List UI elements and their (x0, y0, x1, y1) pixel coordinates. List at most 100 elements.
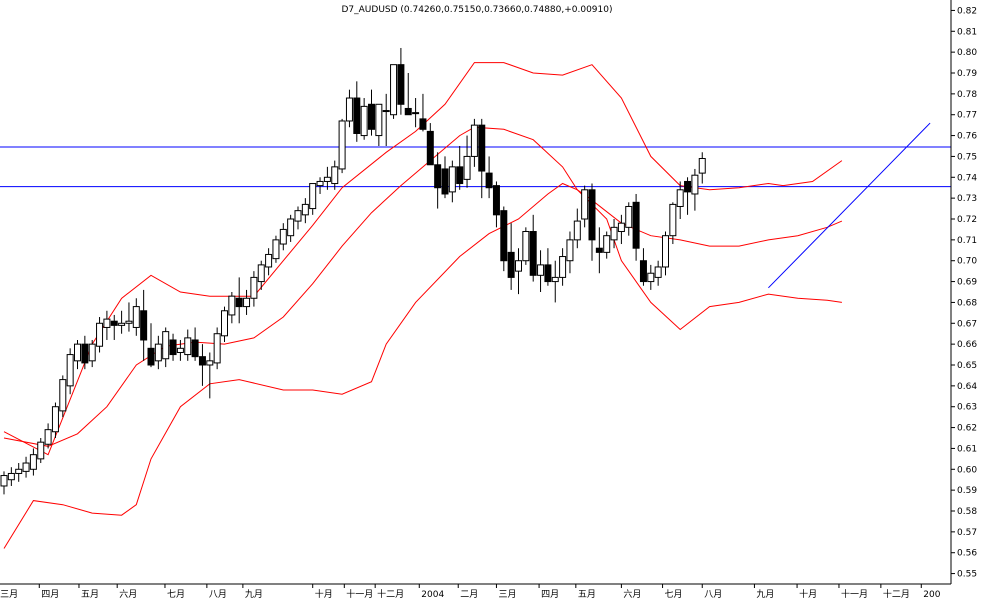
candle (404, 73, 412, 116)
candle (228, 292, 236, 324)
candle (191, 327, 199, 361)
x-tick-label: 四月 (541, 589, 559, 599)
candle (448, 160, 456, 203)
y-tick-label: 0.73 (957, 194, 977, 204)
candle-body (331, 166, 339, 185)
bollinger-lower-band (3, 182, 842, 549)
candle-body (426, 130, 434, 166)
candle-body (573, 220, 581, 241)
candle (441, 156, 449, 199)
candle-body (294, 210, 302, 222)
candle (154, 335, 162, 370)
candle-body (110, 320, 118, 326)
y-tick-label: 0.82 (957, 6, 977, 16)
candle (250, 271, 258, 307)
candle (390, 64, 398, 119)
candle-body (529, 231, 537, 276)
candle (221, 306, 228, 343)
x-tick-label: 九月 (756, 589, 774, 599)
candle-body (625, 205, 633, 228)
candle (456, 146, 464, 190)
y-tick-label: 0.59 (957, 486, 977, 496)
candle-body (51, 406, 59, 433)
candle-body (654, 266, 662, 278)
candle (7, 467, 15, 486)
y-tick-label: 0.71 (957, 236, 977, 246)
candle-body (154, 343, 162, 362)
candle (522, 227, 530, 265)
x-tick-label: 三月 (498, 589, 516, 599)
candle-body (559, 256, 567, 278)
candle-body (44, 429, 52, 445)
x-tick-label: 三月 (0, 589, 18, 599)
candle (66, 348, 74, 395)
candle (360, 98, 368, 140)
candle (74, 339, 81, 370)
candle (184, 329, 192, 361)
candle (492, 181, 500, 228)
candle (272, 235, 280, 263)
candle (294, 206, 302, 230)
candle (507, 223, 515, 290)
candle (81, 335, 89, 370)
y-tick-label: 0.62 (957, 424, 977, 434)
candle (338, 118, 346, 174)
candle-body (478, 124, 486, 172)
candle (22, 456, 30, 478)
y-tick-label: 0.81 (957, 27, 977, 37)
candle-body (81, 343, 89, 364)
candle-body (390, 64, 398, 116)
y-tick-label: 0.57 (957, 528, 977, 538)
candle (301, 198, 309, 224)
candle-body (59, 379, 67, 412)
candle (176, 339, 184, 361)
candle-body (404, 107, 412, 116)
candle-body (662, 235, 669, 268)
candle (529, 214, 537, 282)
candle (515, 248, 522, 295)
candle (37, 438, 45, 464)
candle-body (0, 475, 8, 487)
y-tick-label: 0.74 (957, 173, 977, 183)
candle (566, 231, 574, 274)
y-tick-label: 0.69 (957, 278, 977, 288)
candle (676, 181, 684, 219)
candle-body (235, 297, 243, 308)
candle (51, 402, 59, 438)
candle-body (316, 180, 324, 187)
candle (375, 103, 383, 146)
bollinger-upper-band (3, 62, 843, 456)
x-tick-label: 八月 (704, 589, 722, 599)
candle-body (544, 264, 552, 283)
candle-body (368, 103, 375, 130)
candle (669, 202, 677, 245)
candle (243, 289, 251, 315)
x-tick-label: 十一月 (841, 588, 868, 599)
candle-body (323, 176, 331, 182)
candle (463, 135, 471, 188)
candle (470, 118, 478, 167)
candle-body (448, 166, 456, 193)
candle-body (507, 251, 515, 278)
candle (625, 202, 633, 236)
candle (595, 227, 603, 274)
candle-body (434, 164, 442, 189)
candle-body (37, 441, 45, 460)
candle-body (617, 222, 625, 233)
candle (647, 264, 655, 290)
candle-body (360, 105, 368, 137)
candle (537, 250, 545, 292)
y-tick-label: 0.68 (957, 298, 977, 308)
candle-body (515, 260, 522, 272)
candle-body (353, 97, 361, 134)
candle-body (228, 295, 236, 316)
x-tick-label: 九月 (245, 589, 263, 599)
candles (0, 47, 706, 495)
x-tick-label: 200 (923, 590, 940, 599)
candle (478, 118, 486, 199)
y-tick-label: 0.80 (957, 48, 977, 58)
candle-body (125, 320, 133, 324)
candle (617, 214, 625, 245)
